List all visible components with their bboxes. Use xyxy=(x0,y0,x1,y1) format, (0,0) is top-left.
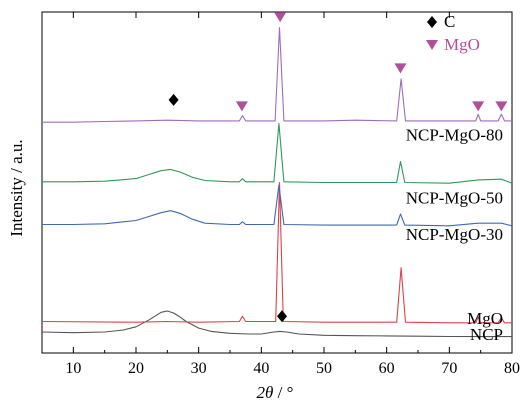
series-line-ncp-mgo-80 xyxy=(42,27,512,123)
x-tick-label: 60 xyxy=(379,360,395,377)
x-axis-title: 2θ / ° xyxy=(257,383,294,402)
series-line-mgo xyxy=(41,181,512,324)
x-tick-label: 10 xyxy=(65,360,81,377)
series-label-ncp: NCP xyxy=(470,325,503,344)
series-line-ncp xyxy=(41,310,512,338)
plot-border xyxy=(41,11,513,354)
series-layer xyxy=(41,27,513,338)
mgo-peak-marker xyxy=(472,101,485,112)
legend-triangle-icon xyxy=(426,40,438,50)
mgo-peak-marker xyxy=(274,12,287,23)
x-tick-label: 30 xyxy=(191,360,207,377)
mgo-peak-marker xyxy=(495,101,508,112)
x-tick-label: 40 xyxy=(253,360,269,377)
series-label-mgo: MgO xyxy=(467,309,503,328)
x-tick-label: 50 xyxy=(316,360,332,377)
legend: C MgO xyxy=(426,12,480,54)
x-tick-layer: 10 20 30 40 50 60 70 80 xyxy=(41,12,520,377)
y-axis-title: Intensity / a.u. xyxy=(7,139,26,236)
legend-label: MgO xyxy=(444,35,480,54)
legend-label: C xyxy=(444,12,455,31)
carbon-peak-marker xyxy=(168,93,179,106)
x-tick-label: 20 xyxy=(128,360,144,377)
x-tick-label: 80 xyxy=(504,360,520,377)
series-line-ncp-mgo-30 xyxy=(42,184,513,227)
marker-layer xyxy=(168,12,508,323)
series-label-ncp-mgo-80: NCP-MgO-80 xyxy=(406,126,503,145)
series-label-ncp-mgo-30: NCP-MgO-30 xyxy=(406,225,503,244)
plot-frame xyxy=(41,11,513,354)
series-line-ncp-mgo-50 xyxy=(42,122,513,184)
x-tick-label: 70 xyxy=(441,360,457,377)
mgo-peak-marker xyxy=(394,63,407,74)
mgo-peak-marker xyxy=(235,101,248,112)
carbon-peak-marker xyxy=(277,310,288,323)
legend-diamond-icon xyxy=(427,16,437,28)
series-label-ncp-mgo-50: NCP-MgO-50 xyxy=(406,188,503,207)
